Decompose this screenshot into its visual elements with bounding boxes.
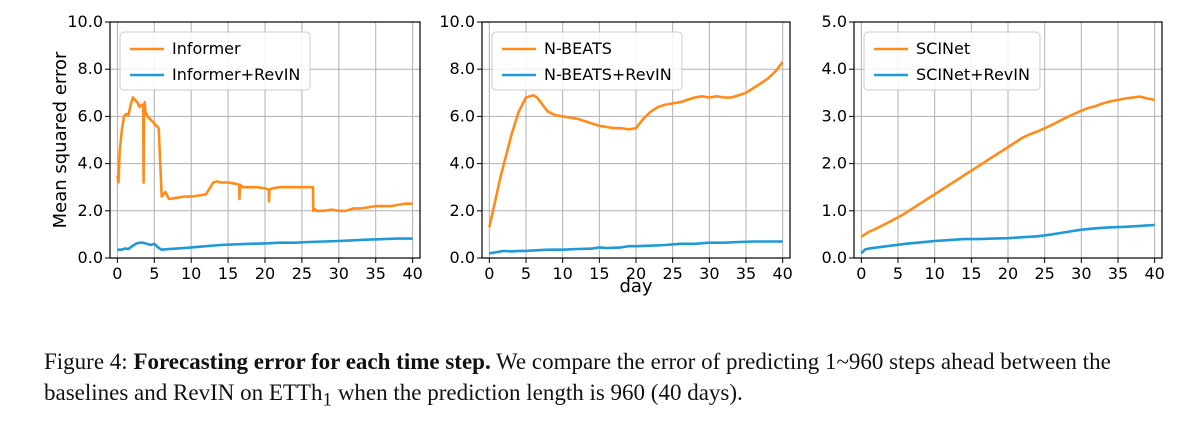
x-tick-label: 40 — [402, 264, 422, 283]
y-tick-label: 5.0 — [822, 12, 847, 31]
x-tick-label: 5 — [893, 264, 903, 283]
x-tick-label: 35 — [366, 264, 386, 283]
legend-label: N-BEATS+RevIN — [544, 65, 672, 84]
revin-series-line — [489, 240, 783, 255]
legend-label: N-BEATS — [544, 39, 612, 58]
x-tick-label: 20 — [998, 264, 1018, 283]
x-tick-label: 0 — [856, 264, 866, 283]
y-tick-label: 2.0 — [450, 201, 475, 220]
x-tick-label: 0 — [112, 264, 122, 283]
revin-series-line — [117, 237, 413, 251]
baseline-series-line — [488, 61, 784, 228]
subplot-scinet: 0 5 10 15 20 25 30 35 40 0.0 1.0 2.0 3.0 4.0 5.0 SCINet… — [822, 12, 1165, 283]
x-tick-label: 15 — [961, 264, 981, 283]
legend-label: SCINet — [916, 39, 970, 58]
baseline-series-line — [116, 96, 413, 213]
axes-frame — [853, 21, 1163, 259]
shared-x-axis-label: day — [619, 276, 652, 297]
x-tick-label: 30 — [699, 264, 719, 283]
y-tick-label: 2.0 — [78, 201, 103, 220]
y-tick-label: 0.0 — [78, 248, 103, 267]
y-tick-label: 2.0 — [822, 154, 847, 173]
x-tick-label: 35 — [1108, 264, 1128, 283]
subplot-informer: 0 5 10 15 20 25 30 35 40 0.0 2.0 4.0 6.0 8.0 10.0 Mean … — [50, 12, 423, 283]
legend: Informer Informer+RevIN — [119, 31, 311, 91]
y-tick-label: 4.0 — [822, 59, 847, 78]
axes-frame — [109, 21, 421, 259]
x-tick-label: 25 — [662, 264, 682, 283]
y-tick-label: 4.0 — [78, 154, 103, 173]
y-axis-label: Mean squared error — [50, 51, 71, 228]
y-tick-label: 3.0 — [822, 106, 847, 125]
baseline-series-line — [860, 95, 1155, 238]
y-tick-label: 0.0 — [450, 248, 475, 267]
x-tick-label: 5 — [149, 264, 159, 283]
legend-box — [119, 31, 311, 91]
x-tick-label: 10 — [552, 264, 572, 283]
x-tick-label: 5 — [521, 264, 531, 283]
caption-text-2: when the prediction length is 960 (40 da… — [332, 380, 743, 405]
figure-caption: Figure 4: Forecasting error for each tim… — [44, 346, 1174, 416]
y-tick-label: 10.0 — [67, 12, 103, 31]
x-tick-label: 10 — [181, 264, 201, 283]
x-tick-label: 40 — [772, 264, 792, 283]
legend-label: SCINet+RevIN — [916, 65, 1030, 84]
axes-frame — [481, 21, 791, 259]
legend-box — [491, 31, 683, 91]
x-tick-label: 10 — [924, 264, 944, 283]
y-tick-label: 0.0 — [822, 248, 847, 267]
x-tick-label: 25 — [292, 264, 312, 283]
caption-text-1: We compare the error of predicting 1~960… — [44, 349, 1111, 405]
revin-series-line — [860, 223, 1155, 255]
caption-bold: Forecasting error for each time step. — [133, 349, 491, 374]
legend: N-BEATS N-BEATS+RevIN — [491, 31, 683, 91]
x-tick-label: 40 — [1144, 264, 1164, 283]
caption-label: Figure 4: — [44, 349, 128, 374]
y-tick-label: 10.0 — [439, 12, 475, 31]
caption-subscript: 1 — [322, 389, 333, 411]
y-tick-label: 6.0 — [450, 106, 475, 125]
x-tick-label: 15 — [218, 264, 238, 283]
y-tick-label: 8.0 — [78, 59, 103, 78]
legend-label: Informer — [172, 39, 241, 58]
y-tick-label: 8.0 — [450, 59, 475, 78]
x-tick-label: 30 — [329, 264, 349, 283]
y-tick-label: 1.0 — [822, 201, 847, 220]
x-tick-label: 15 — [589, 264, 609, 283]
x-tick-label: 20 — [255, 264, 275, 283]
y-tick-label: 4.0 — [450, 154, 475, 173]
x-tick-label: 20 — [626, 264, 646, 283]
legend: SCINet SCINet+RevIN — [863, 31, 1041, 91]
x-tick-label: 35 — [736, 264, 756, 283]
x-tick-label: 0 — [484, 264, 494, 283]
x-tick-label: 25 — [1034, 264, 1054, 283]
figure: 0 5 10 15 20 25 30 35 40 0.0 2.0 4.0 6.0 8.0 10.0 Mean … — [50, 12, 1165, 297]
y-tick-label: 6.0 — [78, 106, 103, 125]
subplot-nbeats: 0 5 10 15 20 25 30 35 40 0.0 2.0 4.0 6.0 8.0 10.0 N-BEA… — [439, 12, 792, 283]
x-tick-label: 30 — [1071, 264, 1091, 283]
legend-label: Informer+RevIN — [172, 65, 300, 84]
